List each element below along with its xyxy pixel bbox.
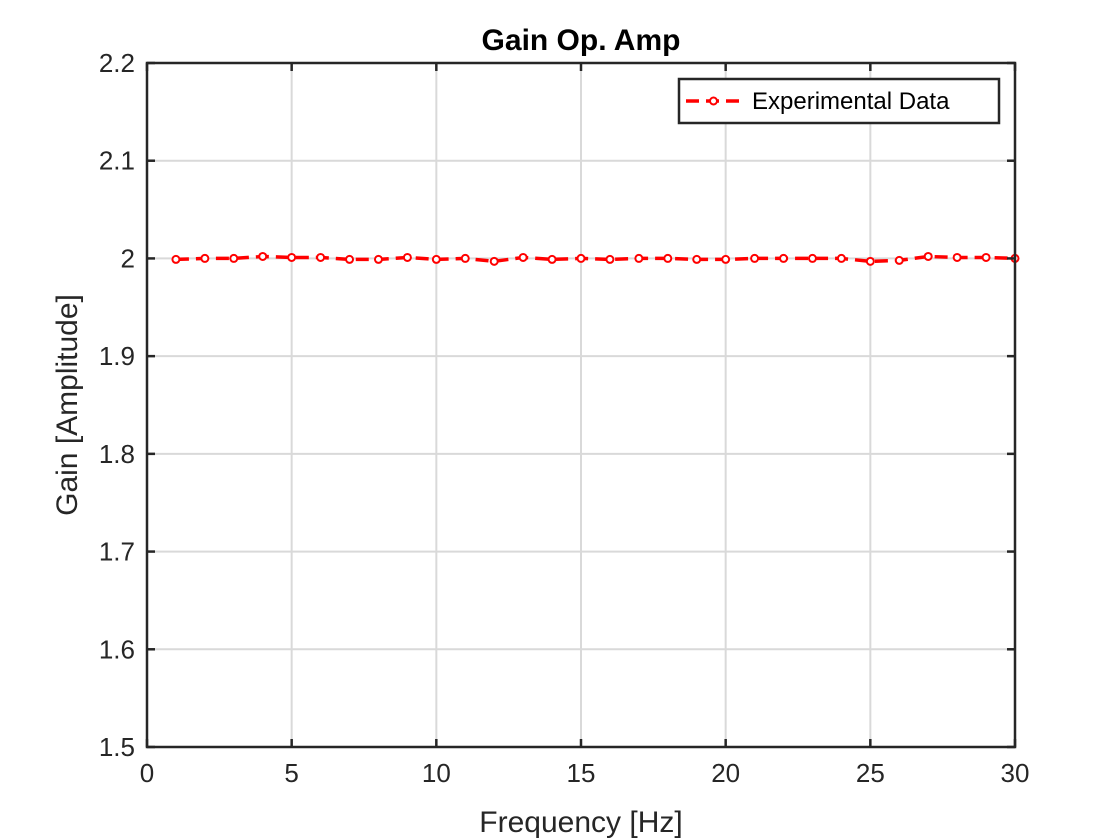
tick-labels: 0 5 10 15 20 25 30 1.5 1.6 1.7 1.8 1.9 2 2.1 2.2 [99,48,1030,788]
data-point [547,254,557,264]
data-point [373,254,383,264]
chart-title: Gain Op. Amp [482,24,681,57]
data-point [287,252,297,262]
data-point [200,253,210,263]
y-tick-label: 2.2 [99,48,135,78]
data-point [807,253,817,263]
legend-marker-sample [709,96,718,106]
data-point [865,256,875,266]
data-point [634,253,644,263]
data-point [489,256,499,266]
data-point [518,252,528,262]
data-point [431,254,441,264]
y-tick-label: 1.5 [99,732,135,762]
data-point [229,253,239,263]
data-point [345,254,355,264]
legend-label: Experimental Data [752,88,950,115]
x-tick-label: 15 [567,758,596,788]
y-tick-label: 1.9 [99,341,135,371]
x-tick-label: 30 [1001,758,1030,788]
x-tick-label: 25 [856,758,885,788]
x-tick-label: 20 [711,758,740,788]
data-point [692,254,702,264]
data-point [779,253,789,263]
data-point [981,252,991,262]
x-axis-label: Frequency [Hz] [479,806,682,839]
data-point [316,252,326,262]
y-tick-label: 1.7 [99,537,135,567]
data-point [836,253,846,263]
data-point [258,251,268,261]
data-point [171,254,181,264]
data-point [605,254,615,264]
data-point [402,252,412,262]
x-tick-label: 0 [140,758,154,788]
x-tick-label: 10 [422,758,451,788]
data-point [576,253,586,263]
series-line [175,254,1016,264]
y-axis-label: Gain [Amplitude] [51,294,84,516]
y-tick-label: 2.1 [99,146,135,176]
legend: Experimental Data [677,77,1001,125]
y-tick-label: 1.8 [99,439,135,469]
x-tick-label: 5 [284,758,298,788]
data-point [460,253,470,263]
y-tick-label: 1.6 [99,634,135,664]
data-point [952,252,962,262]
data-point [721,254,731,264]
series-layer [171,251,1020,266]
data-point [894,255,904,265]
ticks [145,61,1017,749]
data-point [923,251,933,261]
y-tick-label: 2 [121,243,135,273]
data-point [750,253,760,263]
data-point [663,253,673,263]
